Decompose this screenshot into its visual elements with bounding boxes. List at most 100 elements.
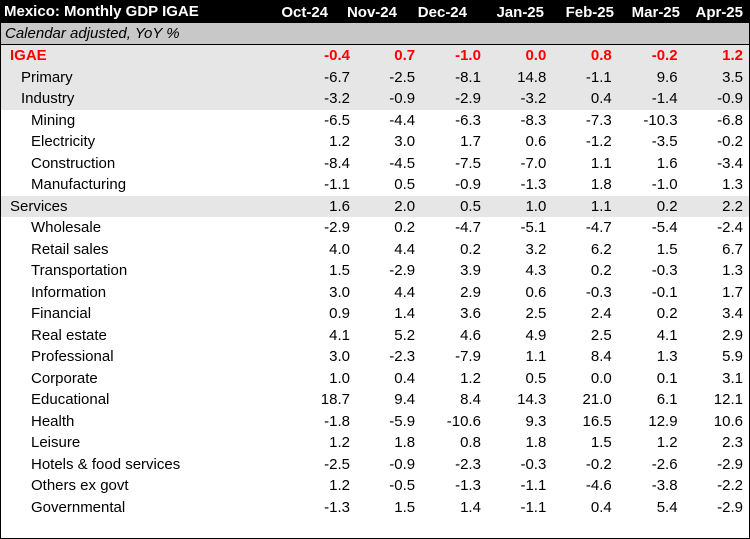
row-label: Services [1, 195, 285, 217]
value-cell: -1.3 [455, 477, 481, 495]
value-cell: 1.0 [480, 195, 547, 217]
value-cell: 1.6 [656, 154, 678, 172]
table-row: Services 1.6 2.0 0.5 1.0 1.1 0.2 2.2 [1, 195, 749, 217]
value-cell: -0.9 [677, 88, 749, 110]
value-cell: -5.9 [389, 412, 416, 430]
value-cell: 0.8 [546, 45, 612, 67]
row-label: Financial [31, 305, 92, 323]
value-cell: -0.2 [717, 133, 743, 151]
value-cell: -1.0 [415, 45, 481, 67]
value-cell: 21.0 [582, 391, 612, 409]
value-cell: 2.5 [590, 326, 612, 344]
table-row: Electricity 1.2 3.0 1.7 0.6 -1.2 -3.5 -0.2 [1, 131, 749, 153]
table-row: Manufacturing -1.1 0.5 -0.9 -1.3 1.8 -1.0 1.3 [1, 174, 749, 196]
value-cell: -3.2 [480, 88, 547, 110]
value-cell: 6.7 [722, 240, 743, 258]
table-row: Financial 0.9 1.4 3.6 2.5 2.4 0.2 3.4 [1, 303, 749, 325]
value-cell: 4.1 [656, 326, 678, 344]
value-cell: -1.1 [520, 477, 547, 495]
value-cell: 2.2 [677, 195, 749, 217]
row-label: Wholesale [31, 219, 102, 237]
value-cell: 0.2 [656, 305, 678, 323]
value-cell: 3.9 [460, 262, 481, 280]
row-label: Professional [31, 348, 114, 366]
value-cell: -2.9 [415, 88, 481, 110]
value-cell: -8.3 [520, 111, 547, 129]
value-cell: 1.7 [460, 133, 481, 151]
value-cell: -1.1 [324, 176, 350, 194]
value-cell: 4.0 [329, 240, 350, 258]
value-cell: 1.2 [656, 434, 678, 452]
value-cell: 0.2 [460, 240, 481, 258]
value-cell: -2.5 [350, 66, 416, 88]
value-cell: 12.9 [648, 412, 678, 430]
value-cell: 9.3 [525, 412, 547, 430]
value-cell: -0.3 [651, 262, 678, 280]
row-label: Educational [31, 391, 110, 409]
value-cell: -6.7 [284, 66, 350, 88]
value-cell: 3.1 [722, 369, 743, 387]
row-label: Industry [1, 88, 285, 110]
value-cell: 9.4 [394, 391, 416, 409]
value-cell: 2.9 [460, 283, 481, 301]
value-cell: 0.4 [546, 88, 612, 110]
value-cell: 18.7 [320, 391, 350, 409]
value-cell: -0.1 [651, 283, 678, 301]
row-label: Retail sales [31, 240, 109, 258]
value-cell: -0.5 [389, 477, 416, 495]
units-subheader: Calendar adjusted, YoY % [1, 23, 749, 45]
value-cell: 1.2 [329, 434, 350, 452]
value-cell: 0.0 [590, 369, 612, 387]
table-row: Hotels & food services -2.5 -0.9 -2.3 -0.3 -0… [1, 454, 749, 476]
value-cell: -6.8 [717, 111, 743, 129]
row-label: Others ex govt [31, 477, 129, 495]
column-header: Jan-25 [496, 4, 544, 21]
row-label: Mining [31, 111, 76, 129]
table-row: Wholesale -2.9 0.2 -4.7 -5.1 -4.7 -5.4 -2.4 [1, 217, 749, 239]
table-row: Professional 3.0 -2.3 -7.9 1.1 8.4 1.3 5.9 [1, 346, 749, 368]
value-cell: -2.9 [717, 498, 743, 516]
value-cell: 1.1 [590, 154, 612, 172]
value-cell: 3.0 [329, 348, 350, 366]
table-row: Construction -8.4 -4.5 -7.5 -7.0 1.1 1.6 -3.4 [1, 153, 749, 175]
value-cell: 4.4 [394, 240, 416, 258]
value-cell: -2.9 [389, 262, 416, 280]
value-cell: 3.4 [722, 305, 743, 323]
column-header: Dec-24 [417, 4, 467, 21]
value-cell: 1.5 [590, 434, 612, 452]
row-label: Electricity [31, 133, 96, 151]
value-cell: -0.3 [520, 455, 547, 473]
value-cell: 1.2 [329, 477, 350, 495]
value-cell: 1.4 [394, 305, 416, 323]
row-label: Governmental [31, 498, 126, 516]
value-cell: -1.1 [520, 498, 547, 516]
value-cell: -5.4 [651, 219, 678, 237]
value-cell: 0.5 [415, 195, 481, 217]
value-cell: 0.4 [394, 369, 416, 387]
value-cell: -0.9 [389, 455, 416, 473]
value-cell: 2.0 [350, 195, 416, 217]
value-cell: 1.3 [656, 348, 678, 366]
value-cell: -2.9 [324, 219, 350, 237]
value-cell: 5.2 [394, 326, 416, 344]
value-cell: 0.8 [460, 434, 481, 452]
column-header: Mar-25 [631, 4, 680, 21]
value-cell: 1.5 [394, 498, 416, 516]
row-label: IGAE [1, 45, 285, 67]
value-cell: -3.2 [284, 88, 350, 110]
value-cell: 1.7 [722, 283, 743, 301]
value-cell: 5.9 [722, 348, 743, 366]
value-cell: 6.2 [590, 240, 612, 258]
value-cell: -1.3 [520, 176, 547, 194]
value-cell: 1.2 [460, 369, 481, 387]
value-cell: 2.5 [525, 305, 547, 323]
column-header: Feb-25 [565, 4, 614, 21]
value-cell: -1.8 [324, 412, 350, 430]
value-cell: 2.4 [590, 305, 612, 323]
value-cell: 14.8 [480, 66, 547, 88]
value-cell: 10.6 [713, 412, 743, 430]
value-cell: -3.8 [651, 477, 678, 495]
value-cell: -4.4 [389, 111, 416, 129]
row-label: Corporate [31, 369, 98, 387]
value-cell: -2.2 [717, 477, 743, 495]
